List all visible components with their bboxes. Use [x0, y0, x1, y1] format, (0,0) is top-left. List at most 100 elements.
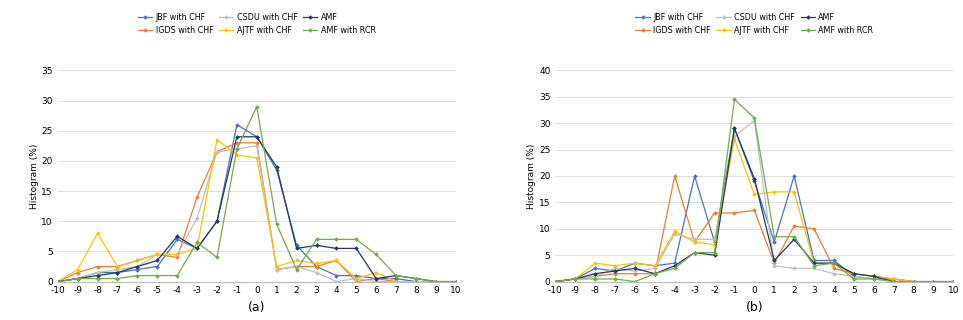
- AJTF with CHF: [311, 261, 323, 265]
- AMF: [610, 269, 621, 273]
- AJTF with CHF: [689, 240, 700, 244]
- CSDU with CHF: [330, 280, 342, 284]
- CSDU with CHF: [410, 280, 422, 284]
- AMF with RCR: [72, 277, 84, 281]
- AMF: [808, 261, 820, 265]
- IGDS with CHF: [868, 274, 879, 278]
- AJTF with CHF: [948, 280, 959, 284]
- IGDS with CHF: [52, 280, 64, 284]
- AJTF with CHF: [610, 264, 621, 268]
- Legend: JBF with CHF, IGDS with CHF, CSDU with CHF, AJTF with CHF, AMF, AMF with RCR: JBF with CHF, IGDS with CHF, CSDU with C…: [634, 11, 874, 36]
- AMF with RCR: [828, 261, 840, 265]
- IGDS with CHF: [948, 280, 959, 284]
- IGDS with CHF: [91, 265, 103, 268]
- CSDU with CHF: [689, 237, 700, 241]
- IGDS with CHF: [231, 141, 243, 145]
- IGDS with CHF: [311, 265, 323, 268]
- AMF: [351, 246, 362, 250]
- JBF with CHF: [868, 277, 879, 281]
- JBF with CHF: [251, 135, 263, 139]
- CSDU with CHF: [132, 265, 143, 268]
- AMF: [291, 246, 302, 250]
- AJTF with CHF: [927, 280, 939, 284]
- AJTF with CHF: [828, 261, 840, 265]
- CSDU with CHF: [848, 274, 860, 278]
- Line: AJTF with CHF: AJTF with CHF: [554, 138, 954, 283]
- JBF with CHF: [689, 174, 700, 178]
- AMF: [888, 280, 899, 284]
- AJTF with CHF: [330, 259, 342, 262]
- IGDS with CHF: [450, 280, 461, 284]
- AMF with RCR: [231, 147, 243, 151]
- AMF: [649, 272, 661, 276]
- IGDS with CHF: [151, 252, 163, 256]
- IGDS with CHF: [789, 224, 800, 228]
- AMF with RCR: [430, 280, 442, 284]
- AMF: [112, 271, 123, 275]
- AJTF with CHF: [271, 265, 282, 268]
- AJTF with CHF: [410, 280, 422, 284]
- JBF with CHF: [848, 274, 860, 278]
- JBF with CHF: [729, 126, 741, 130]
- Line: AJTF with CHF: AJTF with CHF: [57, 139, 457, 283]
- IGDS with CHF: [589, 274, 601, 278]
- JBF with CHF: [371, 277, 382, 281]
- CSDU with CHF: [569, 277, 581, 281]
- CSDU with CHF: [271, 268, 282, 271]
- AJTF with CHF: [351, 277, 362, 281]
- CSDU with CHF: [390, 280, 402, 284]
- CSDU with CHF: [311, 271, 323, 275]
- JBF with CHF: [610, 269, 621, 273]
- AJTF with CHF: [192, 246, 203, 250]
- IGDS with CHF: [112, 265, 123, 268]
- CSDU with CHF: [171, 252, 183, 256]
- JBF with CHF: [351, 274, 362, 277]
- CSDU with CHF: [291, 265, 302, 268]
- IGDS with CHF: [709, 211, 720, 215]
- CSDU with CHF: [211, 150, 222, 154]
- X-axis label: (b): (b): [745, 301, 763, 314]
- AMF: [768, 259, 780, 262]
- IGDS with CHF: [251, 141, 263, 145]
- Line: AMF with RCR: AMF with RCR: [57, 105, 457, 283]
- JBF with CHF: [927, 280, 939, 284]
- AMF with RCR: [132, 274, 143, 277]
- AMF: [251, 135, 263, 139]
- Line: CSDU with CHF: CSDU with CHF: [57, 144, 457, 283]
- Line: JBF with CHF: JBF with CHF: [554, 127, 954, 283]
- AMF: [748, 177, 760, 180]
- AMF with RCR: [251, 105, 263, 108]
- AMF: [151, 259, 163, 262]
- JBF with CHF: [629, 261, 640, 265]
- AMF: [132, 265, 143, 268]
- Line: JBF with CHF: JBF with CHF: [57, 123, 457, 283]
- AMF with RCR: [271, 222, 282, 226]
- JBF with CHF: [908, 280, 920, 284]
- AJTF with CHF: [550, 280, 561, 284]
- CSDU with CHF: [192, 216, 203, 220]
- AMF with RCR: [768, 235, 780, 239]
- CSDU with CHF: [151, 252, 163, 256]
- AMF: [91, 274, 103, 277]
- AJTF with CHF: [72, 268, 84, 271]
- CSDU with CHF: [948, 280, 959, 284]
- IGDS with CHF: [390, 280, 402, 284]
- AJTF with CHF: [291, 259, 302, 262]
- IGDS with CHF: [629, 272, 640, 276]
- AMF with RCR: [808, 264, 820, 268]
- IGDS with CHF: [569, 277, 581, 281]
- IGDS with CHF: [410, 280, 422, 284]
- IGDS with CHF: [768, 261, 780, 265]
- AMF with RCR: [868, 277, 879, 281]
- JBF with CHF: [311, 265, 323, 268]
- JBF with CHF: [888, 277, 899, 281]
- AJTF with CHF: [151, 252, 163, 256]
- AMF: [828, 261, 840, 265]
- AMF with RCR: [112, 277, 123, 281]
- AMF with RCR: [450, 280, 461, 284]
- AMF: [72, 277, 84, 281]
- CSDU with CHF: [72, 277, 84, 281]
- CSDU with CHF: [649, 267, 661, 270]
- JBF with CHF: [390, 277, 402, 281]
- CSDU with CHF: [748, 119, 760, 123]
